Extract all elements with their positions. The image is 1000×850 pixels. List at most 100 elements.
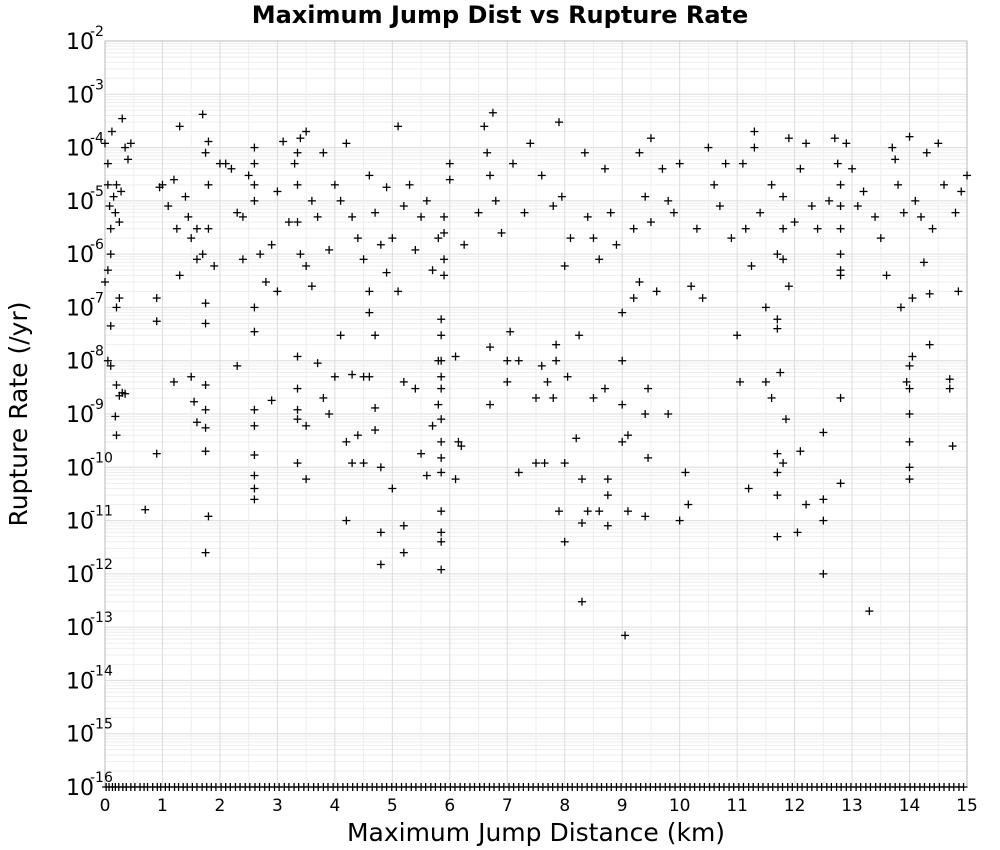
- data-point: [238, 255, 247, 264]
- data-point: [103, 159, 112, 168]
- data-point: [911, 196, 920, 205]
- data-point: [353, 234, 362, 243]
- data-point: [715, 202, 724, 211]
- data-point: [250, 484, 259, 493]
- data-point: [600, 164, 609, 173]
- points-layer: [101, 108, 971, 791]
- data-point: [319, 148, 328, 157]
- data-point: [623, 507, 632, 516]
- x-tick-label: 14: [899, 796, 921, 816]
- data-point: [833, 159, 842, 168]
- data-point: [460, 240, 469, 249]
- y-tick-base: 10: [66, 137, 94, 162]
- data-point: [954, 287, 963, 296]
- y-tick-labels: 10-210-310-410-510-610-710-810-910-1010-…: [66, 24, 113, 801]
- data-point: [684, 500, 693, 509]
- data-point: [807, 202, 816, 211]
- data-point: [244, 171, 253, 180]
- data-point: [187, 372, 196, 381]
- data-point: [126, 139, 135, 148]
- data-point: [342, 139, 351, 148]
- data-point: [905, 132, 914, 141]
- data-point: [192, 255, 201, 264]
- data-point: [784, 282, 793, 291]
- data-point: [474, 208, 483, 217]
- data-point: [382, 183, 391, 192]
- data-point: [405, 180, 414, 189]
- data-point: [698, 294, 707, 303]
- y-tick-label: 10-13: [66, 610, 113, 641]
- data-point: [399, 202, 408, 211]
- data-point: [681, 468, 690, 477]
- data-point: [888, 143, 897, 152]
- data-point: [437, 384, 446, 393]
- y-tick-exponent: -12: [90, 557, 113, 573]
- data-point: [181, 192, 190, 201]
- data-point: [371, 403, 380, 412]
- data-point: [603, 475, 612, 484]
- data-point: [575, 331, 584, 340]
- y-tick-exponent: -15: [90, 717, 113, 733]
- data-point: [560, 459, 569, 468]
- data-point: [440, 255, 449, 264]
- y-tick-label: 10-5: [66, 184, 104, 215]
- data-point: [756, 208, 765, 217]
- x-tick-label: 8: [559, 796, 570, 816]
- data-point: [437, 372, 446, 381]
- data-point: [905, 475, 914, 484]
- data-point: [577, 475, 586, 484]
- data-point: [302, 421, 311, 430]
- data-point: [112, 303, 121, 312]
- data-point: [201, 423, 210, 432]
- data-point: [348, 370, 357, 379]
- data-point: [221, 159, 230, 168]
- y-tick-exponent: -11: [90, 504, 113, 520]
- data-point: [781, 415, 790, 424]
- data-point: [744, 484, 753, 493]
- data-point: [302, 127, 311, 136]
- y-tick-exponent: -10: [90, 450, 113, 466]
- y-tick-base: 10: [66, 30, 94, 55]
- data-point: [948, 442, 957, 451]
- data-point: [437, 537, 446, 546]
- data-point: [675, 159, 684, 168]
- data-point: [919, 258, 928, 267]
- data-point: [440, 212, 449, 221]
- data-point: [635, 278, 644, 287]
- y-tick-base: 10: [66, 403, 94, 428]
- data-point: [773, 250, 782, 259]
- data-point: [437, 468, 446, 477]
- data-point: [750, 127, 759, 136]
- data-point: [293, 352, 302, 361]
- y-tick-label: 10-15: [66, 717, 113, 748]
- data-point: [549, 202, 558, 211]
- data-point: [152, 317, 161, 326]
- data-point: [101, 278, 109, 287]
- data-point: [325, 245, 334, 254]
- chart-title: Maximum Jump Dist vs Rupture Rate: [252, 1, 749, 29]
- data-point: [152, 449, 161, 458]
- x-tick-label: 2: [215, 796, 226, 816]
- data-point: [434, 234, 443, 243]
- data-point: [560, 537, 569, 546]
- data-point: [483, 148, 492, 157]
- data-point: [302, 475, 311, 484]
- data-point: [802, 139, 811, 148]
- data-point: [905, 463, 914, 472]
- data-point: [103, 266, 112, 275]
- data-point: [201, 447, 210, 456]
- data-point: [307, 196, 316, 205]
- y-tick-base: 10: [66, 669, 94, 694]
- data-point: [250, 451, 259, 460]
- data-point: [141, 505, 150, 514]
- data-point: [503, 377, 512, 386]
- data-point: [908, 352, 917, 361]
- data-point: [284, 218, 293, 227]
- data-point: [123, 155, 132, 164]
- data-point: [629, 294, 638, 303]
- data-point: [256, 250, 265, 259]
- data-point: [796, 447, 805, 456]
- y-tick-base: 10: [66, 616, 94, 641]
- y-tick-exponent: -16: [90, 770, 113, 786]
